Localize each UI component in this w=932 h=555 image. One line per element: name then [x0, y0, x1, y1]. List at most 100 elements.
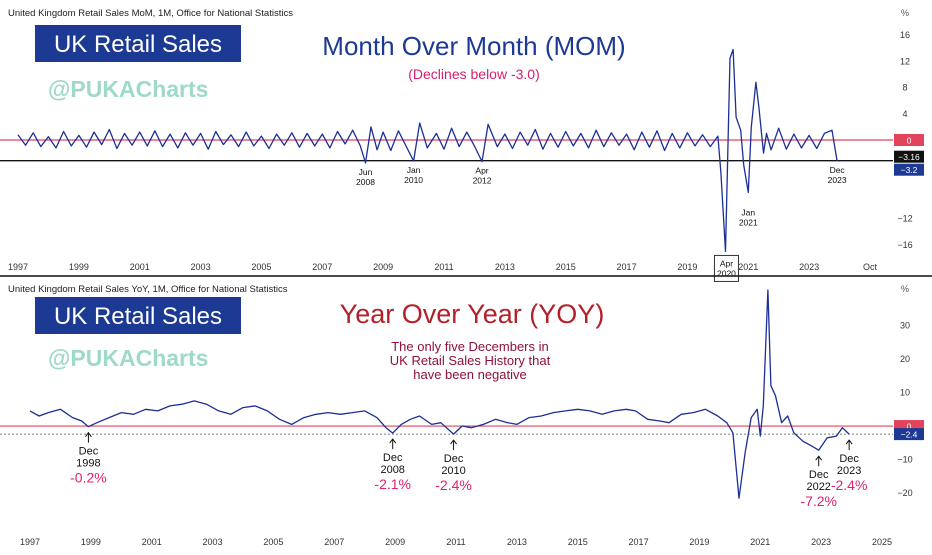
mom-y-tick-label: 4: [902, 109, 907, 119]
yoy-annotation-label: 1998: [76, 458, 100, 470]
mom-header: United Kingdom Retail Sales MoM, 1M, Off…: [8, 8, 293, 19]
mom-x-tick-label: 2003: [191, 262, 211, 272]
mom-threshold-tag-bg: [894, 150, 924, 163]
yoy-annotation-value: -0.2%: [70, 470, 107, 486]
yoy-annotation-label: Dec: [809, 469, 829, 481]
mom-last-tag: −3.2: [901, 165, 918, 175]
mom-series-group: [17, 48, 838, 253]
yoy-panel: United Kingdom Retail Sales YoY, 1M, Off…: [0, 284, 924, 547]
mom-x-axis: 1997 1999 2001 2003 2005 2007 2009 2011 2013 2015…: [8, 262, 878, 272]
mom-price-tags: 0 −3.16 −3.2: [894, 134, 924, 176]
mom-zero-tag-bg: [894, 134, 924, 146]
yoy-x-tick-label: 1999: [81, 537, 101, 547]
yoy-annotation-label: 2010: [441, 465, 465, 477]
mom-annotation-label: Jan: [741, 208, 755, 218]
mom-badge-bg: [35, 25, 241, 62]
mom-x-tick-label: 1997: [8, 262, 28, 272]
yoy-x-tick-label: 2021: [750, 537, 770, 547]
mom-x-tick-label: 2019: [677, 262, 697, 272]
yoy-y-tick-label: −10: [897, 455, 912, 465]
yoy-x-tick-label: 2005: [263, 537, 283, 547]
yoy-y-tick-label: 30: [900, 320, 910, 330]
yoy-y-tick-label: −20: [897, 488, 912, 498]
mom-watermark: @PUKACharts: [48, 76, 208, 102]
yoy-badge-bg: [35, 297, 241, 334]
yoy-x-tick-label: 2017: [629, 537, 649, 547]
yoy-last-tag-bg: [894, 428, 924, 441]
yoy-unit-label: %: [901, 284, 909, 294]
yoy-badge: UK Retail Sales: [54, 303, 222, 330]
yoy-x-tick-label: 1997: [20, 537, 40, 547]
yoy-x-tick-label: 2007: [324, 537, 344, 547]
mom-badge: UK Retail Sales: [54, 31, 222, 58]
yoy-annotation-arrowhead: [845, 439, 853, 445]
mom-annotation-label: 2008: [356, 177, 375, 187]
yoy-watermark: @PUKACharts: [48, 345, 208, 371]
mom-subtitle: (Declines below -3.0): [408, 66, 540, 82]
mom-annotation-label: 2010: [404, 175, 423, 185]
mom-y-tick-label: 12: [900, 56, 910, 66]
mom-reference-lines: [0, 139, 893, 162]
mom-x-tick-label: 2023: [799, 262, 819, 272]
yoy-series-line: [29, 289, 850, 499]
mom-annotation-label: 2012: [473, 176, 492, 186]
mom-annotation-label: Dec: [830, 165, 846, 175]
mom-y-tick-label: 16: [900, 30, 910, 40]
yoy-note-line-2: UK Retail Sales History that: [390, 353, 551, 368]
yoy-annotation-label: 2008: [380, 464, 404, 476]
yoy-x-tick-label: 2019: [689, 537, 709, 547]
yoy-annotation-arrowhead: [389, 438, 397, 444]
yoy-annotation-label: 2022: [806, 481, 830, 493]
yoy-annotation-value: -2.4%: [435, 477, 472, 493]
mom-x-tick-label: 2009: [373, 262, 393, 272]
yoy-y-tick-label: 10: [900, 387, 910, 397]
mom-x-tick-label: 2015: [556, 262, 576, 272]
yoy-annotation-label: Dec: [444, 453, 464, 465]
mom-annotation-label: Jun: [359, 167, 373, 177]
mom-threshold-tag: −3.16: [898, 152, 920, 162]
mom-series-line: [17, 48, 838, 253]
mom-x-tick-label: 1999: [69, 262, 89, 272]
mom-zero-tag: 0: [907, 136, 912, 146]
yoy-zero-tag: 0: [907, 422, 912, 432]
mom-x-tick-label: 2021: [738, 262, 758, 272]
yoy-x-tick-label: 2011: [446, 537, 465, 547]
mom-x-tick-label: 2007: [312, 262, 332, 272]
yoy-header: United Kingdom Retail Sales YoY, 1M, Off…: [8, 284, 288, 295]
mom-annotation-label: 2021: [739, 218, 758, 228]
yoy-annotation-arrowhead: [815, 455, 823, 461]
mom-annotation-label: Apr: [475, 166, 488, 176]
mom-x-tick-label: 2011: [434, 262, 453, 272]
yoy-annotation-value: -2.4%: [831, 477, 868, 493]
mom-x-tick-label: 2005: [251, 262, 271, 272]
mom-annotation-label: Apr: [720, 258, 733, 268]
yoy-x-tick-label: 2003: [203, 537, 223, 547]
yoy-y-axis: 30 20 10 −10 −20: [897, 320, 912, 498]
mom-annotation-label: Jan: [407, 165, 421, 175]
yoy-annotations: Dec1998-0.2%Dec2008-2.1%Dec2010-2.4%Dec2…: [70, 431, 868, 509]
mom-x-tick-label: 2017: [617, 262, 637, 272]
yoy-x-tick-label: 2001: [142, 537, 162, 547]
mom-y-axis: 16 12 8 4 −12 −16: [897, 30, 912, 250]
mom-annotation-box: [713, 254, 739, 282]
yoy-annotation-arrowhead: [450, 439, 457, 445]
yoy-last-tag: −2.4: [901, 430, 918, 440]
yoy-reference-lines: [0, 425, 893, 435]
mom-y-tick-label: 8: [902, 83, 907, 93]
yoy-annotation-label: Dec: [839, 453, 859, 465]
mom-annotations: Jun2008Jan2010Apr2012Apr2020Jan2021Dec20…: [356, 165, 847, 282]
mom-x-tick-label: 2013: [495, 262, 515, 272]
mom-y-tick-label: −12: [897, 214, 912, 224]
yoy-x-tick-label: 2009: [385, 537, 405, 547]
mom-x-tick-label: Oct: [863, 262, 878, 272]
mom-x-tick-label: 2001: [130, 262, 150, 272]
mom-annotation-label: 2023: [828, 175, 847, 185]
yoy-annotation-arrowhead: [85, 431, 92, 438]
mom-panel: United Kingdom Retail Sales MoM, 1M, Off…: [0, 8, 924, 282]
mom-title: Month Over Month (MOM): [322, 31, 625, 61]
yoy-y-tick-label: 20: [900, 354, 910, 364]
yoy-annotation-label: 2023: [837, 465, 861, 477]
mom-y-tick-label: −16: [897, 240, 912, 250]
